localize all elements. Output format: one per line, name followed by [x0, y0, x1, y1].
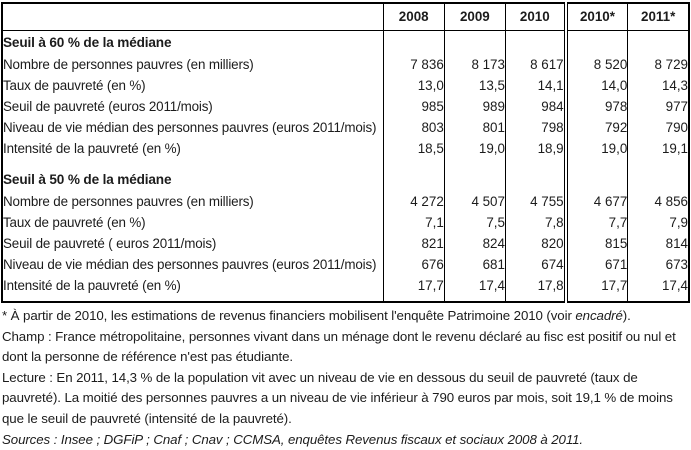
cell-value: 14,1	[504, 75, 566, 96]
poverty-table: 2008 2009 2010 2010* 2011* Seuil à 60 % …	[1, 2, 690, 303]
cell-value: 7,7	[563, 212, 628, 233]
cell-value: 7,1	[382, 212, 445, 233]
table-row: Seuil de pauvreté ( euros 2011/mois) 821…	[2, 233, 689, 254]
cell-value: 674	[504, 254, 566, 275]
cell-value: 7,5	[443, 212, 506, 233]
cell-value: 4 856	[627, 191, 689, 212]
cell-value: 984	[504, 96, 566, 117]
table-row: Seuil de pauvreté (euros 2011/mois) 985 …	[2, 96, 689, 117]
cell-value: 17,8	[504, 275, 566, 296]
cell-value: 985	[382, 96, 445, 117]
cell-value: 4 507	[443, 191, 506, 212]
cell-value: 8 520	[563, 54, 628, 75]
year-column-header: 2011*	[627, 3, 689, 31]
table-header-row: 2008 2009 2010 2010* 2011*	[2, 3, 689, 31]
cell-value: 671	[563, 254, 628, 275]
table-row: Nombre de personnes pauvres (en milliers…	[2, 191, 689, 212]
cell-value: 8 729	[627, 54, 689, 75]
section-gap-row	[2, 159, 689, 168]
footnote-sources: Sources : Insee ; DGFiP ; Cnaf ; Cnav ; …	[2, 431, 584, 447]
cell-value: 673	[627, 254, 689, 275]
cell-value: 803	[382, 117, 445, 138]
footnote-asterisk-italic: encadré	[575, 308, 623, 323]
year-column-header: 2008	[382, 3, 445, 31]
cell-value: 7,9	[627, 212, 689, 233]
cell-value: 821	[382, 233, 445, 254]
footnotes-block: * À partir de 2010, les estimations de r…	[0, 306, 691, 450]
footnote-champ: Champ : France métropolitaine, personnes…	[2, 328, 676, 365]
cell-value: 19,0	[443, 138, 506, 159]
cell-value: 977	[627, 96, 689, 117]
table-row: Intensité de la pauvreté (en %) 17,7 17,…	[2, 275, 689, 296]
cell-value: 798	[504, 117, 566, 138]
cell-value: 18,5	[382, 138, 445, 159]
year-column-header: 2009	[443, 3, 506, 31]
cell-value: 790	[627, 117, 689, 138]
cell-value: 17,7	[563, 275, 628, 296]
cell-value: 978	[563, 96, 628, 117]
row-label: Intensité de la pauvreté (en %)	[3, 277, 181, 293]
table-row: Niveau de vie médian des personnes pauvr…	[2, 254, 689, 275]
year-column-header: 2010	[504, 3, 566, 31]
footnote-asterisk: * À partir de 2010, les estimations de r…	[2, 306, 691, 327]
cell-value: 4 272	[382, 191, 445, 212]
cell-value: 14,3	[627, 75, 689, 96]
cell-value: 989	[443, 96, 506, 117]
table-row: Nombre de personnes pauvres (en milliers…	[2, 54, 689, 75]
table-row: Taux de pauvreté (en %) 7,1 7,5 7,8 7,7 …	[2, 212, 689, 233]
cell-value: 14,0	[563, 75, 628, 96]
cell-value: 792	[563, 117, 628, 138]
cell-value: 17,7	[382, 275, 445, 296]
cell-value: 4 677	[563, 191, 628, 212]
cell-value: 4 755	[504, 191, 566, 212]
section-title: Seuil à 60 % de la médiane	[3, 35, 172, 51]
year-column-header: 2010*	[563, 3, 628, 31]
table-row: Intensité de la pauvreté (en %) 18,5 19,…	[2, 138, 689, 159]
table-bottom-spacer-row	[2, 296, 689, 302]
cell-value: 681	[443, 254, 506, 275]
cell-value: 13,5	[443, 75, 506, 96]
row-label: Nombre de personnes pauvres (en milliers…	[3, 193, 254, 209]
cell-value: 19,1	[627, 138, 689, 159]
empty-corner-cell	[2, 3, 384, 31]
row-label: Taux de pauvreté (en %)	[3, 214, 146, 230]
row-label: Nombre de personnes pauvres (en milliers…	[3, 56, 254, 72]
section-title: Seuil à 50 % de la médiane	[3, 172, 172, 188]
row-label: Seuil de pauvreté ( euros 2011/mois)	[3, 235, 217, 251]
cell-value: 824	[443, 233, 506, 254]
cell-value: 820	[504, 233, 566, 254]
footnote-asterisk-end: ).	[622, 308, 631, 323]
cell-value: 17,4	[627, 275, 689, 296]
cell-value: 7,8	[504, 212, 566, 233]
cell-value: 19,0	[563, 138, 628, 159]
cell-value: 815	[563, 233, 628, 254]
cell-value: 7 836	[382, 54, 445, 75]
cell-value: 676	[382, 254, 445, 275]
row-label: Taux de pauvreté (en %)	[3, 77, 146, 93]
row-label: Seuil de pauvreté (euros 2011/mois)	[3, 98, 213, 114]
row-label: Niveau de vie médian des personnes pauvr…	[3, 119, 377, 135]
cell-value: 801	[443, 117, 506, 138]
cell-value: 8 617	[504, 54, 566, 75]
cell-value: 8 173	[443, 54, 506, 75]
cell-value: 814	[627, 233, 689, 254]
section-header-row: Seuil à 60 % de la médiane	[2, 30, 689, 54]
cell-value: 18,9	[504, 138, 566, 159]
table-row: Niveau de vie médian des personnes pauvr…	[2, 117, 689, 138]
cell-value: 17,4	[443, 275, 506, 296]
footnote-asterisk-text: * À partir de 2010, les estimations de r…	[2, 308, 576, 323]
cell-value: 13,0	[382, 75, 445, 96]
table-row: Taux de pauvreté (en %) 13,0 13,5 14,1 1…	[2, 75, 689, 96]
row-label: Niveau de vie médian des personnes pauvr…	[3, 256, 377, 272]
footnote-lecture: Lecture : En 2011, 14,3 % de la populati…	[2, 369, 673, 426]
row-label: Intensité de la pauvreté (en %)	[3, 140, 181, 156]
section-header-row: Seuil à 50 % de la médiane	[2, 168, 689, 191]
